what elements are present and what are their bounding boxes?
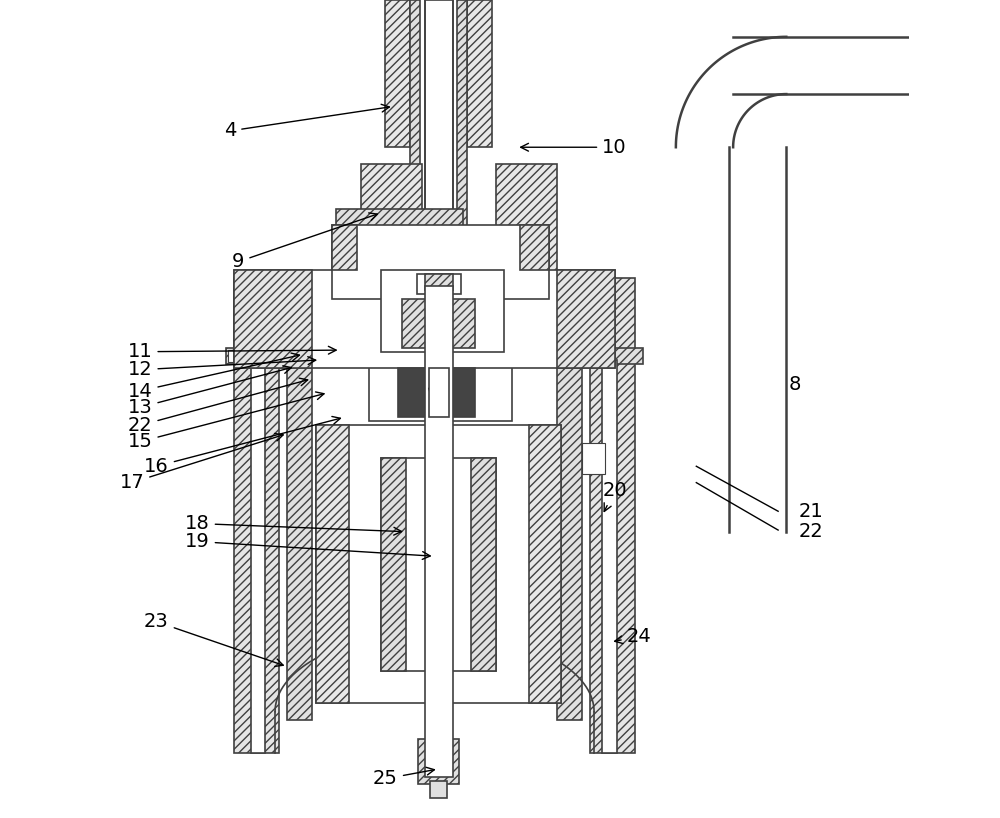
- Bar: [529, 425, 561, 703]
- Bar: [520, 225, 549, 270]
- Bar: [429, 368, 449, 417]
- Text: 10: 10: [521, 137, 627, 157]
- Text: 13: 13: [128, 366, 291, 417]
- Text: 23: 23: [144, 612, 283, 667]
- Text: 25: 25: [373, 767, 434, 789]
- Bar: [255, 350, 269, 362]
- Text: 19: 19: [185, 532, 430, 560]
- Bar: [228, 350, 246, 362]
- Text: 14: 14: [128, 353, 299, 401]
- Text: 17: 17: [120, 434, 283, 492]
- Bar: [557, 270, 615, 368]
- Text: 7: 7: [428, 366, 441, 397]
- Bar: [332, 225, 549, 299]
- Bar: [402, 299, 426, 348]
- Bar: [467, 0, 492, 147]
- Bar: [316, 425, 349, 703]
- Text: 24: 24: [615, 627, 651, 646]
- Bar: [418, 739, 459, 784]
- Text: 21: 21: [798, 501, 823, 521]
- Bar: [332, 225, 357, 270]
- Bar: [425, 274, 453, 290]
- Text: 22: 22: [128, 378, 308, 435]
- Bar: [557, 294, 582, 720]
- Bar: [287, 294, 312, 720]
- Bar: [444, 368, 475, 417]
- Bar: [316, 425, 561, 703]
- Text: 9: 9: [232, 213, 377, 272]
- Bar: [549, 348, 643, 364]
- Bar: [385, 0, 410, 147]
- Bar: [226, 348, 320, 364]
- Text: 11: 11: [128, 342, 336, 362]
- Bar: [234, 270, 312, 368]
- Text: 8: 8: [788, 375, 801, 394]
- Bar: [381, 458, 496, 671]
- Bar: [234, 278, 279, 753]
- Text: 12: 12: [128, 357, 316, 380]
- Bar: [336, 209, 463, 229]
- Text: 4: 4: [224, 104, 389, 141]
- Text: 20: 20: [602, 481, 627, 511]
- Bar: [361, 164, 422, 286]
- Text: 16: 16: [144, 416, 340, 476]
- Bar: [381, 458, 406, 671]
- Bar: [251, 360, 265, 753]
- Bar: [234, 270, 615, 368]
- Bar: [425, 0, 453, 327]
- Bar: [471, 458, 496, 671]
- Bar: [425, 286, 453, 777]
- Bar: [602, 360, 617, 753]
- Text: 22: 22: [798, 522, 823, 542]
- Bar: [381, 270, 504, 352]
- Bar: [332, 270, 357, 364]
- Bar: [369, 348, 512, 421]
- Bar: [582, 443, 605, 474]
- Text: 18: 18: [185, 514, 402, 535]
- Bar: [496, 164, 557, 286]
- Text: 15: 15: [128, 392, 324, 452]
- Bar: [430, 781, 447, 798]
- Bar: [520, 270, 545, 364]
- Bar: [410, 0, 420, 229]
- Bar: [590, 278, 635, 753]
- Bar: [451, 299, 475, 348]
- Bar: [417, 274, 461, 294]
- Bar: [457, 0, 467, 229]
- Bar: [398, 368, 429, 417]
